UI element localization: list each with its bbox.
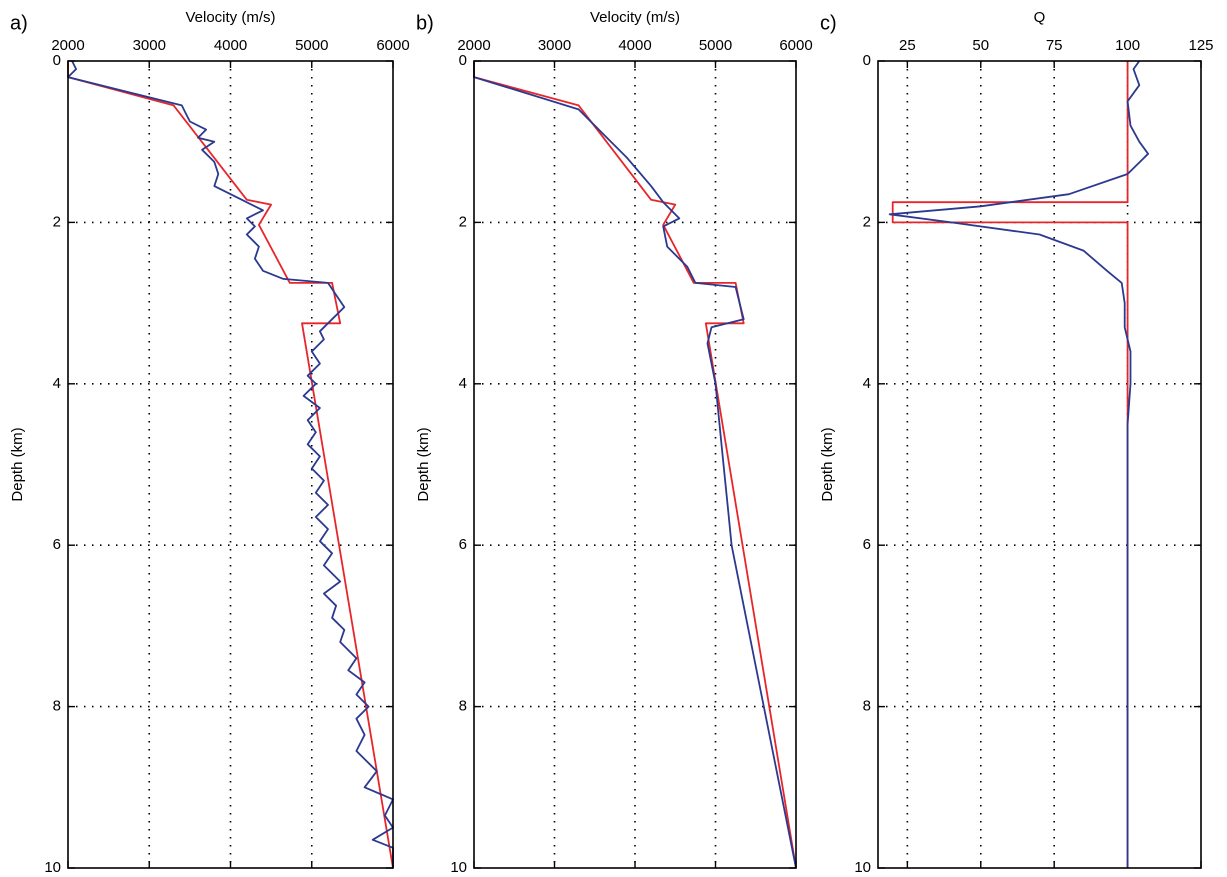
x-tick-label: 125 [1188,37,1213,54]
panel: 2000 3000 4000 5000 6000 0 2 4 6 8 10 Velocity (m/s… [415,9,813,876]
plot-frame [877,60,1202,869]
x-axis-title: Q [1034,9,1046,26]
y-tick-label: 4 [459,375,467,392]
y-tick-label: 10 [854,859,871,876]
panel-label: c) [820,12,837,34]
x-axis-title: Velocity (m/s) [590,9,680,26]
y-tick-label: 4 [53,375,61,392]
data-line [473,61,797,869]
y-tick-label: 4 [863,375,871,392]
y-tick-label: 8 [53,698,61,715]
y-axis-title: Depth (km) [819,427,836,501]
plot-frame [67,60,394,869]
x-tick-label: 25 [899,37,916,54]
x-tick-label: 6000 [779,37,812,54]
y-axis-title: Depth (km) [415,427,432,501]
y-tick-label: 10 [450,859,467,876]
y-tick-label: 8 [459,698,467,715]
data-line [891,61,1129,868]
y-tick-label: 6 [459,536,467,553]
y-tick-label: 6 [863,536,871,553]
x-tick-label: 4000 [618,37,651,54]
x-tick-label: 4000 [214,37,247,54]
data-line [67,60,394,868]
y-tick-label: 2 [53,213,61,230]
plot-frame [473,60,797,869]
panel-label: b) [416,12,434,34]
x-tick-label: 2000 [457,37,490,54]
y-tick-label: 0 [459,52,467,69]
data-line [888,60,1149,868]
x-tick-label: 6000 [376,37,409,54]
x-tick-label: 3000 [133,37,166,54]
panel: 25 50 75 100 125 0 2 4 6 8 10 Qc) Depth (km) [819,9,1214,876]
panel-label: a) [10,12,28,34]
x-axis-title: Velocity (m/s) [185,9,275,26]
y-tick-label: 10 [44,859,61,876]
x-tick-label: 50 [972,37,989,54]
y-tick-label: 2 [863,213,871,230]
panel: 2000 3000 4000 5000 6000 0 2 4 6 8 10 Velocity (m/s… [9,9,410,876]
y-tick-label: 6 [53,536,61,553]
y-tick-label: 0 [863,52,871,69]
x-tick-label: 5000 [295,37,328,54]
x-tick-label: 75 [1046,37,1063,54]
y-tick-label: 0 [53,52,61,69]
y-axis-title: Depth (km) [9,427,26,501]
x-tick-label: 5000 [699,37,732,54]
x-tick-label: 3000 [538,37,571,54]
x-tick-label: 2000 [51,37,84,54]
x-tick-label: 100 [1115,37,1140,54]
y-tick-label: 2 [459,213,467,230]
y-tick-label: 8 [863,698,871,715]
